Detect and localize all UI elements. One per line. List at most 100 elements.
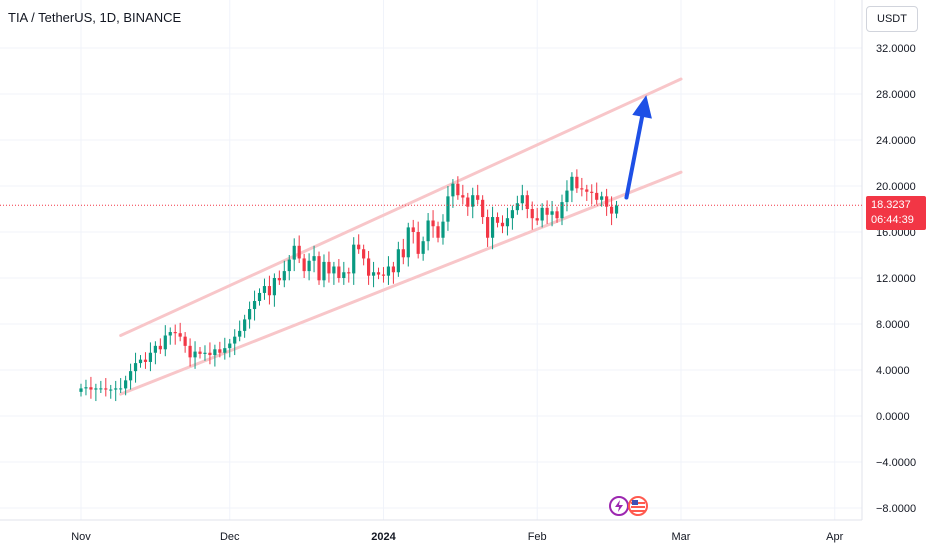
countdown-timer: 06:44:39: [871, 214, 914, 226]
candle-body: [104, 388, 108, 390]
candle-body: [357, 244, 361, 250]
candle-body: [173, 332, 177, 334]
candle-body: [386, 266, 391, 276]
candle-body: [456, 183, 460, 196]
candle-body: [500, 222, 505, 227]
candle-body: [198, 351, 202, 354]
candle-body: [545, 207, 549, 215]
last-price-tag: 18.3237 06:44:39: [866, 196, 926, 230]
candle-body: [401, 249, 405, 258]
candle-body: [262, 286, 267, 293]
candle-body: [287, 259, 291, 272]
candle-body: [600, 196, 604, 200]
candle-body: [441, 221, 445, 238]
projection-arrow[interactable]: [624, 95, 652, 200]
candle-body: [272, 278, 276, 296]
candle-body: [530, 209, 534, 219]
channel-line-upper[interactable]: [119, 77, 683, 337]
y-axis[interactable]: 32.0000 28.0000 24.0000 20.0000 16.0000 12.00…: [876, 43, 916, 515]
candle-body: [322, 261, 326, 281]
candles: [79, 169, 619, 402]
candle-body: [490, 217, 495, 238]
candle-body: [505, 218, 510, 227]
x-tick-label: Dec: [220, 531, 240, 543]
candle-body: [486, 217, 490, 238]
flag-canton: [632, 500, 638, 505]
candle-body: [461, 195, 465, 198]
candle-body: [297, 245, 301, 259]
candle-body: [416, 232, 420, 254]
candle-body: [94, 388, 98, 390]
y-tick-label: −4.0000: [876, 457, 916, 469]
y-tick-label: −8.0000: [876, 503, 916, 515]
candle-body: [609, 206, 614, 214]
channel-line-lower[interactable]: [119, 170, 683, 396]
candle-body: [277, 278, 281, 281]
candle-body: [446, 196, 450, 222]
candle-body: [158, 345, 162, 350]
candle-body: [481, 199, 485, 218]
candle-body: [590, 191, 594, 193]
candle-body: [228, 343, 232, 349]
flag-stripe-3: [631, 510, 645, 512]
candle-body: [362, 249, 366, 259]
chart-title: TIA / TetherUS, 1D, BINANCE: [8, 10, 182, 25]
arrow-shaft[interactable]: [624, 114, 645, 200]
currency-button[interactable]: USDT: [866, 6, 918, 32]
candle-body: [347, 272, 351, 274]
candle-body: [535, 218, 539, 221]
trend-channel[interactable]: [119, 77, 683, 396]
candle-body: [411, 227, 415, 232]
x-axis[interactable]: Nov Dec 2024 Feb Mar Apr: [71, 531, 843, 543]
candle-body: [396, 249, 400, 273]
candle-body: [124, 380, 128, 389]
candle-body: [119, 388, 123, 390]
candle-body: [476, 195, 480, 200]
candle-body: [570, 176, 574, 191]
candle-body: [580, 188, 584, 190]
event-icons[interactable]: [609, 496, 648, 516]
candle-body: [138, 359, 143, 364]
candle-body: [495, 217, 500, 223]
candle-body: [614, 205, 619, 214]
candle-body: [337, 266, 341, 278]
candle-body: [238, 330, 242, 337]
candle-body: [466, 197, 470, 207]
y-tick-label: 0.0000: [876, 411, 910, 423]
candle-body: [168, 332, 172, 336]
candle-body: [565, 190, 569, 203]
candle-body: [213, 349, 217, 356]
candle-body: [376, 272, 381, 275]
candle-body: [109, 389, 113, 391]
candle-body: [143, 359, 148, 362]
y-tick-label: 16.0000: [876, 227, 916, 239]
candle-body: [233, 336, 237, 344]
candle-body: [89, 387, 93, 390]
candle-body: [302, 258, 306, 272]
arrow-head[interactable]: [632, 95, 652, 119]
y-tick-label: 20.0000: [876, 181, 916, 193]
candle-body: [451, 183, 455, 197]
candle-body: [163, 335, 167, 350]
x-tick-label: Feb: [528, 531, 547, 543]
candle-body: [575, 176, 579, 189]
candle-body: [148, 352, 153, 362]
x-tick-label: 2024: [371, 531, 396, 543]
y-tick-label: 12.0000: [876, 273, 916, 285]
candle-body: [515, 203, 519, 211]
candle-body: [133, 363, 138, 372]
candle-body: [84, 387, 88, 389]
candle-body: [550, 211, 554, 215]
candle-body: [520, 195, 524, 204]
candle-body: [342, 272, 346, 278]
candle-body: [218, 349, 222, 353]
candle-body: [99, 388, 103, 390]
y-tick-label: 32.0000: [876, 43, 916, 55]
candle-body: [431, 220, 435, 227]
candle-body: [203, 352, 207, 354]
candle-body: [128, 371, 133, 381]
x-tick-label: Apr: [826, 531, 843, 543]
candle-body: [247, 309, 252, 320]
candle-body: [178, 333, 182, 337]
